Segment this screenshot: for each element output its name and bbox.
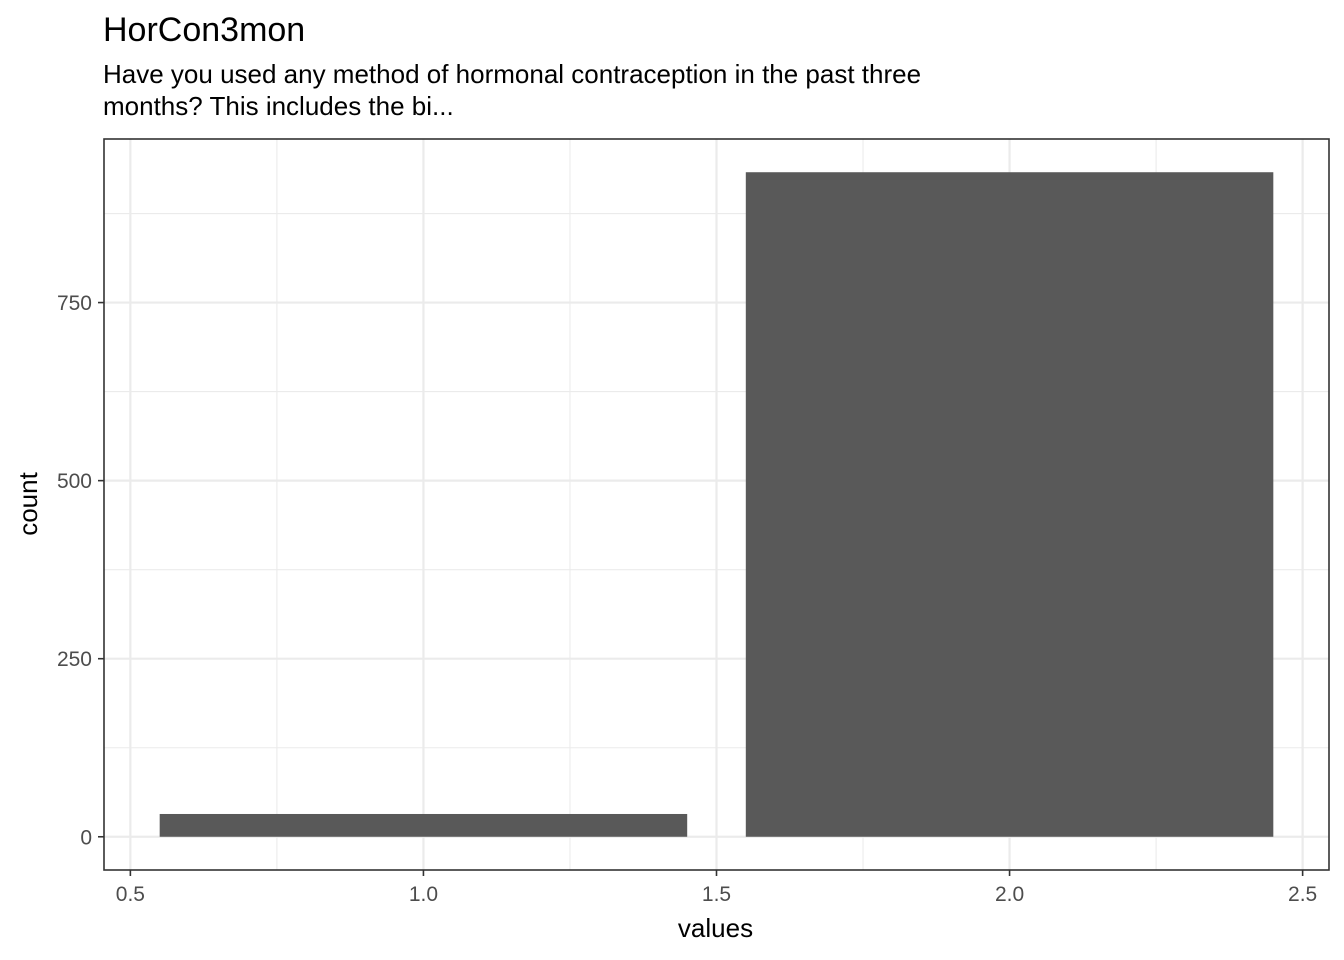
y-axis: 0 250 500 750 xyxy=(57,292,104,849)
x-axis: 0.5 1.0 1.5 2.0 2.5 xyxy=(116,870,1317,906)
x-tick-label: 2.5 xyxy=(1288,883,1317,906)
chart-subtitle-line-2: months? This includes the bi... xyxy=(103,91,454,121)
bar xyxy=(745,172,1274,837)
x-tick-label: 2.0 xyxy=(995,883,1024,906)
bar xyxy=(159,813,688,837)
x-axis-title: values xyxy=(678,913,753,943)
y-tick-label: 500 xyxy=(57,470,92,493)
chart-title: HorCon3mon xyxy=(103,11,305,49)
chart-subtitle-line-1: Have you used any method of hormonal con… xyxy=(103,59,921,89)
bars xyxy=(159,172,1274,837)
x-tick-label: 1.0 xyxy=(409,883,438,906)
y-tick-label: 0 xyxy=(80,826,92,849)
y-axis-title: count xyxy=(13,471,43,535)
x-tick-label: 1.5 xyxy=(702,883,731,906)
y-tick-label: 250 xyxy=(57,648,92,671)
y-tick-label: 750 xyxy=(57,292,92,315)
x-tick-label: 0.5 xyxy=(116,883,145,906)
